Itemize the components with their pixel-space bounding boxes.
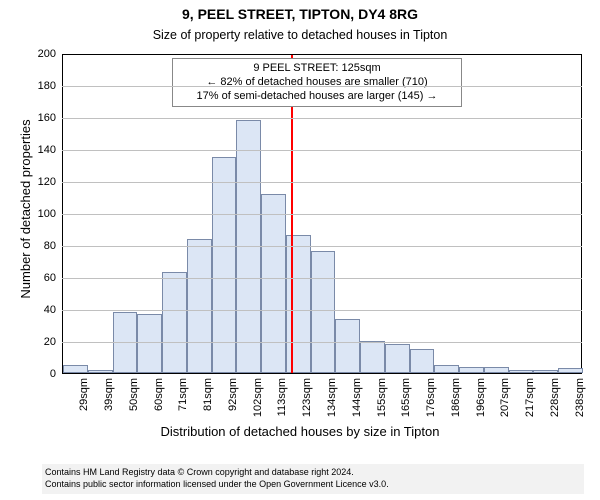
x-tick-label: 196sqm [475,378,487,478]
x-tick-label: 217sqm [524,378,536,478]
gridline [62,310,582,311]
gridline [62,246,582,247]
y-tick-label: 140 [24,144,56,156]
histogram-bar [212,157,237,373]
callout-line: ← 82% of detached houses are smaller (71… [176,76,458,90]
y-tick-label: 120 [24,176,56,188]
gridline [62,214,582,215]
x-tick-label: 186sqm [450,378,462,478]
histogram-bar [335,319,360,373]
gridline [62,182,582,183]
x-tick-label: 39sqm [103,378,115,478]
y-tick-label: 200 [24,48,56,60]
x-tick-label: 144sqm [351,378,363,478]
callout-line: 9 PEEL STREET: 125sqm [176,62,458,76]
x-tick-label: 155sqm [376,378,388,478]
gridline [62,150,582,151]
histogram-bar [533,370,558,373]
y-tick-label: 160 [24,112,56,124]
y-tick-label: 100 [24,208,56,220]
x-tick-label: 134sqm [326,378,338,478]
x-tick-label: 50sqm [128,378,140,478]
x-tick-label: 113sqm [276,378,288,478]
chart-subtitle: Size of property relative to detached ho… [0,28,600,42]
histogram-bar [385,344,410,373]
histogram-bar [434,365,459,373]
histogram-bar [261,194,286,373]
y-tick-label: 60 [24,272,56,284]
y-tick-label: 180 [24,80,56,92]
histogram-bar [311,251,336,373]
histogram-bar [360,341,385,373]
histogram-bar [286,235,311,373]
gridline [62,342,582,343]
histogram-bar [63,365,88,373]
histogram-bar [459,367,484,373]
histogram-bar [484,367,509,373]
footer-line: Contains public sector information licen… [45,479,581,491]
histogram-bar [187,239,212,373]
gridline [62,278,582,279]
x-tick-label: 102sqm [252,378,264,478]
x-tick-label: 176sqm [425,378,437,478]
x-tick-label: 207sqm [499,378,511,478]
x-tick-label: 81sqm [202,378,214,478]
x-tick-label: 228sqm [549,378,561,478]
x-tick-label: 60sqm [153,378,165,478]
x-tick-label: 123sqm [301,378,313,478]
y-tick-label: 80 [24,240,56,252]
x-tick-label: 29sqm [78,378,90,478]
chart-title: 9, PEEL STREET, TIPTON, DY4 8RG [0,6,600,22]
y-tick-label: 0 [24,368,56,380]
histogram-bar [558,368,583,373]
gridline [62,118,582,119]
histogram-bar [88,370,113,373]
callout-box: 9 PEEL STREET: 125sqm← 82% of detached h… [172,58,462,107]
x-tick-label: 92sqm [227,378,239,478]
y-tick-label: 40 [24,304,56,316]
histogram-bar [509,370,534,373]
x-tick-label: 238sqm [574,378,586,478]
histogram-bar [137,314,162,373]
histogram-bar [410,349,435,373]
callout-line: 17% of semi-detached houses are larger (… [176,90,458,104]
y-tick-label: 20 [24,336,56,348]
x-tick-label: 71sqm [177,378,189,478]
histogram-bar [162,272,187,373]
gridline [62,86,582,87]
x-tick-label: 165sqm [400,378,412,478]
